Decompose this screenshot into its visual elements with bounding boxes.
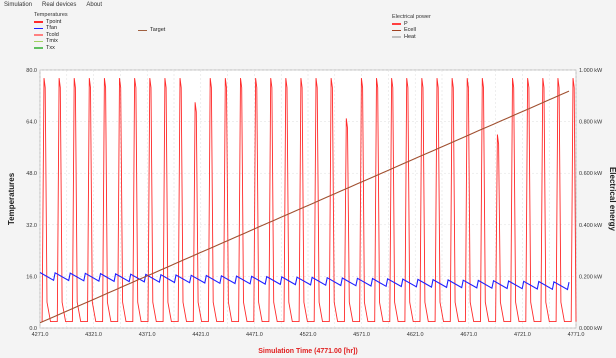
legend-electrical-title: Electrical power (392, 14, 431, 20)
x-tick-label: 4371.0 (139, 332, 156, 338)
legend-temperatures-title: Temperatures (34, 12, 68, 18)
menu-about[interactable]: About (86, 2, 103, 8)
y2-tick-label: 0.600 kW (579, 171, 603, 177)
y-axis-ticks: 0.0 16.0 32.0 48.0 64.0 80.0 (26, 68, 37, 332)
grid-lines (39, 69, 577, 329)
y2-tick-label: 0.000 kW (579, 326, 603, 332)
menu-bar: Simulation Real devices About (0, 0, 616, 10)
x-axis-ticks: 4271.0 4321.0 4371.0 4421.0 4471.0 4521.0 4571… (32, 332, 585, 338)
legend-item-txx[interactable]: Txx (34, 45, 68, 52)
x-tick-label: 4771.0 (568, 332, 585, 338)
legend-label: Txx (46, 44, 55, 51)
y-tick-label: 48.0 (26, 171, 37, 177)
legend-swatch (34, 34, 43, 36)
x-tick-label: 4521.0 (300, 332, 317, 338)
legend-item-p[interactable]: P (392, 21, 431, 28)
legend-item-tcold[interactable]: Tcold (34, 32, 68, 39)
y2-tick-label: 1.000 kW (579, 68, 603, 74)
y2-tick-label: 0.200 kW (579, 274, 603, 280)
legend-label: Tcold (46, 31, 59, 38)
y-axis-label: Temperatures (7, 172, 16, 225)
legend-swatch (392, 36, 401, 38)
legend-item-tmix[interactable]: Tmix (34, 38, 68, 45)
legend-item-tfan[interactable]: Tfan (34, 25, 68, 32)
legend-swatch (392, 29, 401, 31)
y-tick-label: 32.0 (26, 223, 37, 229)
y2-axis-ticks: 0.000 kW 0.200 kW 0.400 kW 0.600 kW 0.800 kW… (579, 68, 603, 332)
y2-tick-label: 0.400 kW (579, 223, 603, 229)
menu-real-devices[interactable]: Real devices (42, 2, 77, 8)
y-tick-label: 16.0 (26, 274, 37, 280)
legend-target: Target (138, 27, 165, 34)
y-tick-label: 0.0 (29, 326, 37, 332)
legend-label: Heat (404, 33, 416, 40)
legend-item-tpoint[interactable]: Tpoint (34, 19, 68, 26)
x-tick-label: 4271.0 (32, 332, 49, 338)
series-line-0 (41, 78, 577, 323)
x-tick-label: 4671.0 (460, 332, 477, 338)
legend-item-target[interactable]: Target (138, 27, 165, 34)
legend-swatch (392, 23, 401, 25)
legend-label: Tfan (46, 25, 58, 31)
legend-label: Target (150, 27, 166, 33)
x-tick-label: 4621.0 (407, 332, 424, 338)
x-tick-label: 4571.0 (353, 332, 370, 338)
x-tick-label: 4321.0 (85, 332, 102, 338)
x-axis-label: Simulation Time (4771.00 [hr]) (258, 348, 357, 355)
legend-temperatures: Temperatures Tpoint Tfan Tcold Tmix Txx (34, 12, 68, 51)
legend-swatch (34, 27, 43, 29)
legend-swatch (34, 40, 43, 42)
legend-swatch (138, 29, 147, 31)
series-line-2 (39, 90, 570, 324)
series-line-1 (39, 271, 570, 291)
legend-item-heat[interactable]: Heat (392, 34, 431, 41)
legend-item-ecell[interactable]: Ecell (392, 27, 431, 34)
legend-label: Tpoint (46, 18, 62, 25)
legend-label: Ecell (404, 27, 416, 33)
x-tick-label: 4721.0 (514, 332, 531, 338)
series-layer (39, 78, 577, 324)
legend-swatch (34, 21, 43, 23)
legend-electrical: Electrical power P Ecell Heat (392, 14, 431, 40)
y2-axis-label: Electrical energy (608, 167, 616, 232)
x-tick-label: 4421.0 (192, 332, 209, 338)
legend-swatch (34, 47, 43, 49)
y-tick-label: 80.0 (26, 68, 37, 74)
legend-label: P (404, 20, 408, 27)
x-tick-label: 4471.0 (246, 332, 263, 338)
y-tick-label: 64.0 (26, 120, 37, 126)
menu-simulation[interactable]: Simulation (4, 2, 33, 8)
y2-tick-label: 0.800 kW (579, 120, 603, 126)
legend-label: Tmix (46, 38, 58, 44)
